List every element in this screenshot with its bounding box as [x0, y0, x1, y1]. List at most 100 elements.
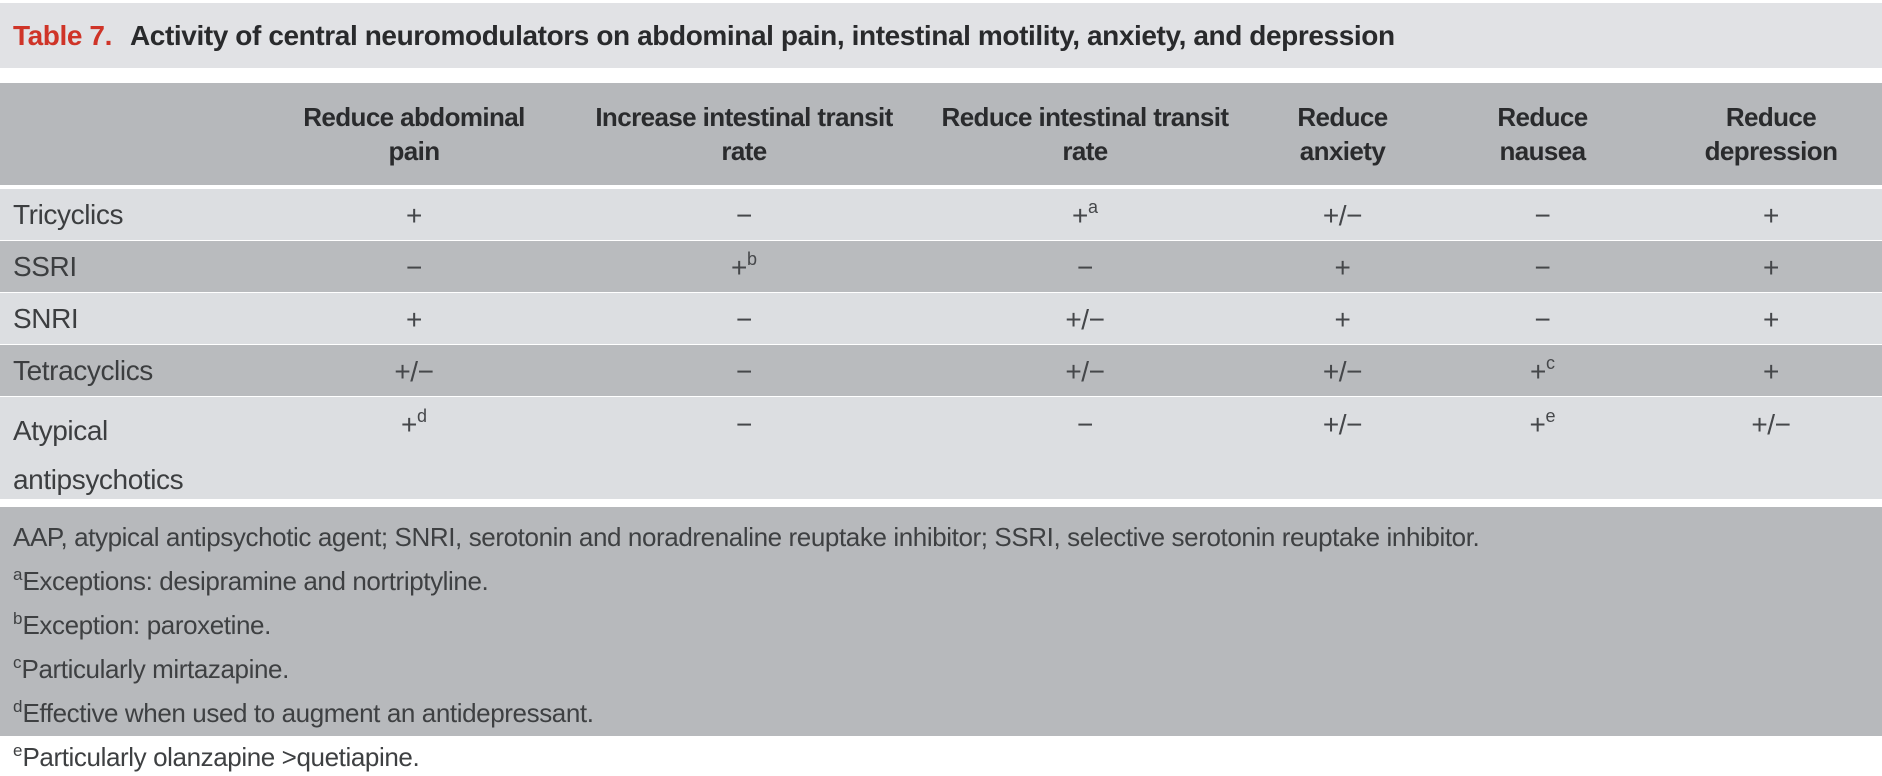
- row-label: Atypical antipsychotics: [13, 415, 184, 495]
- cell-value: +/−: [1065, 304, 1105, 335]
- footnote-text: Particularly olanzapine >quetiapine.: [22, 742, 420, 772]
- table-header-row: Reduce abdominal pain Increase intestina…: [0, 83, 1882, 185]
- table-cell: −: [1425, 301, 1660, 336]
- table-cell: +: [250, 197, 578, 232]
- table-cell: +c: [1425, 353, 1660, 388]
- cell-value: +: [731, 252, 747, 283]
- row-label: Tetracyclics: [13, 354, 153, 386]
- footnote-abbreviations: AAP, atypical antipsychotic agent; SNRI,…: [13, 512, 1882, 556]
- cell-value: +/−: [1322, 200, 1363, 231]
- table-cell: +e: [1425, 397, 1660, 441]
- table-cell: +: [250, 301, 578, 336]
- footnote-marker: c: [13, 653, 22, 672]
- table-cell: −: [910, 249, 1260, 284]
- header-line: anxiety: [1299, 136, 1386, 166]
- cell-superscript: a: [1087, 197, 1098, 217]
- cell-value: +: [406, 200, 422, 231]
- table-caption: Table 7. Activity of central neuromodula…: [0, 3, 1882, 68]
- column-header-reduce-transit-rate: Reduce intestinal transit rate: [910, 100, 1260, 168]
- table-number: Table 7.: [13, 19, 112, 51]
- footnote-text: Exceptions: desipramine and nortriptylin…: [22, 566, 489, 596]
- footnote-c: cParticularly mirtazapine.: [13, 644, 1882, 688]
- cell-value: +/−: [1322, 409, 1363, 440]
- cell-value: −: [406, 252, 422, 283]
- table-cell: +b: [578, 249, 910, 284]
- header-line: rate: [1062, 136, 1108, 166]
- cell-value: +/−: [1751, 409, 1791, 440]
- table-cell: +d: [250, 397, 578, 441]
- table-cell: +: [1660, 301, 1882, 336]
- header-line: depression: [1704, 136, 1838, 166]
- cell-value: −: [1534, 200, 1551, 231]
- cell-value: +: [406, 304, 422, 335]
- row-label: SSRI: [13, 250, 77, 282]
- table-row-tetracyclics: Tetracyclics +/− − +/− +/− +c +: [0, 345, 1882, 396]
- footnote-marker: e: [13, 741, 23, 760]
- cell-value: +: [1763, 200, 1779, 231]
- cell-value: −: [1534, 252, 1551, 283]
- table-cell: +/−: [250, 353, 578, 388]
- cell-superscript: c: [1545, 353, 1555, 373]
- table-cell: −: [1425, 197, 1660, 232]
- header-line: rate: [721, 136, 767, 166]
- footnote-marker: b: [13, 609, 23, 628]
- table-cell: −: [578, 301, 910, 336]
- header-line: Reduce intestinal transit: [941, 102, 1230, 132]
- header-line: Reduce: [1297, 102, 1388, 132]
- column-header-increase-transit-rate: Increase intestinal transit rate: [578, 100, 910, 168]
- row-label: Tricyclics: [13, 198, 124, 230]
- table-cell: +/−: [910, 301, 1260, 336]
- table-cell: +/−: [1660, 397, 1882, 441]
- table-cell: +: [1660, 249, 1882, 284]
- cell-superscript: b: [746, 249, 757, 269]
- footnote-d: dEffective when used to augment an antid…: [13, 688, 1882, 732]
- cell-value: +/−: [1065, 356, 1105, 387]
- cell-value: −: [736, 356, 752, 387]
- footnote-text: Exception: paroxetine.: [22, 610, 271, 640]
- cell-value: +: [1334, 252, 1351, 283]
- table-row-atypical-antipsychotics: Atypical antipsychotics +d − − +/− +e +/…: [0, 397, 1882, 499]
- header-line: nausea: [1499, 136, 1586, 166]
- cell-value: +: [401, 409, 417, 440]
- cell-value: +/−: [1322, 356, 1363, 387]
- table-row-snri: SNRI + − +/− + − +: [0, 293, 1882, 344]
- footnote-text: Effective when used to augment an antide…: [22, 698, 594, 728]
- table-row-ssri: SSRI − +b − + − +: [0, 241, 1882, 292]
- table-cell: −: [250, 249, 578, 284]
- header-line: Reduce abdominal: [303, 102, 525, 132]
- table-cell: +: [1660, 353, 1882, 388]
- table-cell: +: [1260, 249, 1425, 284]
- footnote-text: AAP, atypical antipsychotic agent; SNRI,…: [13, 522, 1480, 552]
- column-header-reduce-depression: Reduce depression: [1660, 100, 1882, 168]
- cell-value: −: [1534, 304, 1551, 335]
- cell-value: −: [736, 304, 752, 335]
- cell-value: +: [1763, 304, 1779, 335]
- table-cell: +/−: [910, 353, 1260, 388]
- table-row-tricyclics: Tricyclics + − +a +/− − +: [0, 189, 1882, 240]
- table-cell: +: [1260, 301, 1425, 336]
- header-line: Reduce: [1725, 102, 1817, 132]
- cell-value: +: [1072, 200, 1088, 231]
- cell-value: −: [1077, 252, 1093, 283]
- footnote-a: aExceptions: desipramine and nortriptyli…: [13, 556, 1882, 600]
- cell-value: +: [1529, 409, 1546, 440]
- cell-value: −: [736, 409, 752, 440]
- cell-superscript: e: [1545, 406, 1556, 426]
- header-line: Reduce: [1497, 102, 1588, 132]
- table-7-panel: Table 7. Activity of central neuromodula…: [0, 3, 1882, 772]
- footnote-marker: d: [13, 697, 23, 716]
- cell-superscript: d: [416, 406, 427, 426]
- footnote-e: eParticularly olanzapine >quetiapine.: [13, 732, 1882, 776]
- column-header-reduce-anxiety: Reduce anxiety: [1260, 100, 1425, 168]
- footnote-text: Particularly mirtazapine.: [21, 654, 290, 684]
- table-cell: −: [910, 397, 1260, 441]
- cell-value: +: [1334, 304, 1351, 335]
- row-label: SNRI: [13, 302, 79, 334]
- table-cell: +/−: [1260, 353, 1425, 388]
- cell-value: −: [736, 200, 752, 231]
- header-line: Increase intestinal transit: [595, 102, 893, 132]
- table-cell: −: [578, 197, 910, 232]
- footnotes-section: AAP, atypical antipsychotic agent; SNRI,…: [0, 507, 1882, 772]
- column-header-reduce-abdominal-pain: Reduce abdominal pain: [250, 100, 578, 168]
- table-cell: +/−: [1260, 197, 1425, 232]
